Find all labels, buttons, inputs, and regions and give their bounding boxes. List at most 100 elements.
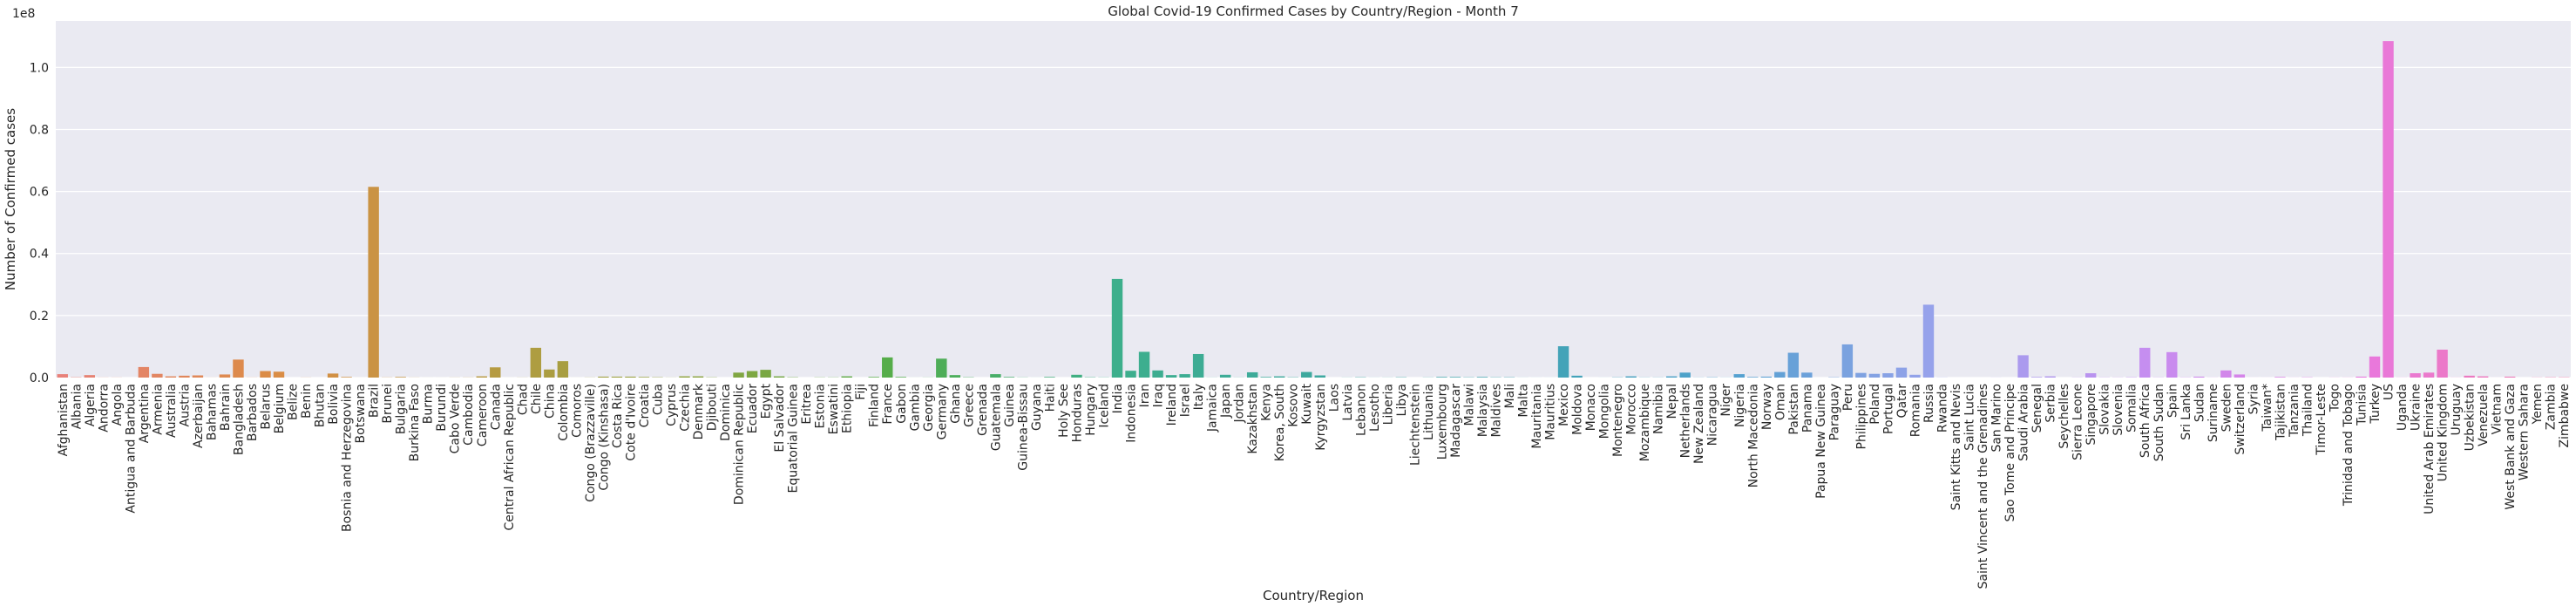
x-tick-label: Congo (Brazzaville) [584, 384, 598, 502]
x-tick-label: Somalia [2125, 384, 2139, 433]
bar [733, 372, 744, 378]
x-tick-label: United Kingdom [2437, 384, 2451, 481]
x-tick-label: Korea, South [1273, 384, 1287, 461]
bar [2423, 372, 2435, 378]
bar [679, 376, 690, 378]
bar [1125, 371, 1136, 378]
x-tick-label: Slovakia [2098, 384, 2112, 435]
bar [395, 377, 406, 378]
x-tick-label: Kenya [1260, 384, 1274, 421]
x-tick-label: Poland [1868, 384, 1882, 425]
bar [1165, 375, 1177, 378]
x-tick-label: Cambodia [462, 384, 476, 446]
x-tick-label: Timor-Leste [2315, 384, 2329, 456]
bar [773, 376, 785, 378]
x-tick-label: Saint Lucia [1963, 384, 1977, 451]
x-tick-label: North Macedonia [1746, 384, 1760, 487]
bar [273, 371, 285, 378]
bar [2234, 374, 2246, 378]
x-tick-label: Costa Rica [611, 384, 625, 448]
x-tick-label: Sao Tome and Principe [2003, 384, 2017, 522]
x-tick-label: Singapore [2085, 384, 2098, 446]
x-tick-label: Moldova [1571, 384, 1585, 435]
x-tick-label: Armenia [151, 384, 165, 435]
x-tick-label: Iran [1138, 384, 1152, 407]
bar [625, 376, 636, 378]
x-tick-label: Nepal [1665, 384, 1679, 419]
x-tick-label: Jamaica [1206, 384, 1220, 433]
x-tick-label: South Africa [2139, 384, 2152, 458]
x-tick-label: Austria [178, 384, 192, 426]
bar [638, 377, 650, 378]
bar [2356, 376, 2367, 378]
x-tick-label: Guyana [1030, 384, 1044, 431]
bar [949, 375, 961, 378]
x-tick-label: Holy See [1057, 384, 1071, 438]
bar [2437, 349, 2448, 378]
x-tick-label: Cyprus [665, 384, 679, 426]
bar [990, 374, 1001, 378]
bar [490, 367, 501, 378]
x-tick-label: Dominican Republic [733, 384, 747, 505]
x-tick-label: Hungary [1084, 384, 1098, 436]
x-tick-label: Niger [1719, 384, 1733, 417]
x-tick-label: United Arab Emirates [2423, 384, 2437, 514]
x-tick-label: New Zealand [1692, 384, 1706, 464]
bar [2139, 347, 2151, 378]
bar [1665, 376, 1678, 378]
y-tick-label: 1.0 [30, 61, 49, 75]
x-tick-label: Cuba [651, 384, 665, 415]
x-tick-label: Guinea-Bissau [1016, 384, 1030, 471]
x-tick-label: Dominica [719, 384, 733, 441]
bar [760, 370, 771, 378]
x-tick-label: Oman [1773, 384, 1787, 420]
x-tick-label: Uruguay [2450, 384, 2464, 436]
x-tick-labels: Afghanistan Albania Algeria Andorra Angola An… [57, 383, 2572, 589]
x-tick-label: West Bank and Gaza [2504, 384, 2518, 510]
x-tick-label: San Marino [1990, 384, 2004, 453]
x-tick-label: Monaco [1584, 384, 1598, 431]
bar [327, 373, 339, 378]
bar [2017, 355, 2029, 378]
x-tick-label: Suriname [2207, 384, 2220, 442]
x-tick-label: Indonesia [1125, 384, 1139, 443]
x-tick-label: Burma [422, 384, 436, 424]
bar [1909, 374, 1921, 378]
x-tick-label: Yemen [2531, 384, 2545, 425]
x-tick-label: Chad [516, 384, 530, 415]
x-tick-label: Zimbabwe [2558, 384, 2572, 448]
x-tick-label: Belarus [260, 384, 274, 430]
bar [1138, 351, 1150, 378]
x-tick-label: Estonia [814, 384, 828, 429]
x-tick-label: Georgia [922, 384, 936, 432]
x-tick-label: Ethiopia [841, 384, 855, 433]
x-tick-label: Pakistan [1787, 384, 1801, 435]
x-tick-label: Romania [1908, 384, 1922, 437]
x-tick-label: Morocco [1625, 384, 1639, 435]
x-tick-label: Mexico [1557, 384, 1571, 426]
x-tick-label: Canada [489, 384, 503, 430]
bar [746, 371, 758, 378]
bar [841, 376, 852, 378]
x-tick-label: Trinidad and Tobago [2342, 384, 2356, 507]
x-tick-label: Tunisia [2356, 384, 2369, 426]
x-tick-label: Belgium [273, 384, 287, 433]
x-tick-label: Norway [1760, 384, 1774, 430]
x-tick-label: Barbados [246, 384, 260, 441]
bar [84, 375, 95, 378]
bar [1071, 374, 1082, 378]
x-tick-label: Haiti [1043, 384, 1057, 412]
bar [1476, 377, 1488, 378]
x-tick-label: Belize [287, 384, 301, 420]
bar [1314, 375, 1325, 378]
x-tick-label: El Salvador [773, 384, 787, 453]
x-tick-label: Taiwan* [2261, 384, 2274, 433]
x-tick-label: US [2383, 384, 2396, 400]
x-tick-label: Zambia [2545, 384, 2559, 430]
bar [2477, 376, 2489, 378]
x-tick-label: Denmark [692, 383, 706, 439]
bar [2166, 351, 2178, 378]
x-tick-label: Afghanistan [57, 384, 71, 456]
bar [1895, 367, 1908, 378]
x-tick-label: Maldives [1489, 384, 1503, 438]
